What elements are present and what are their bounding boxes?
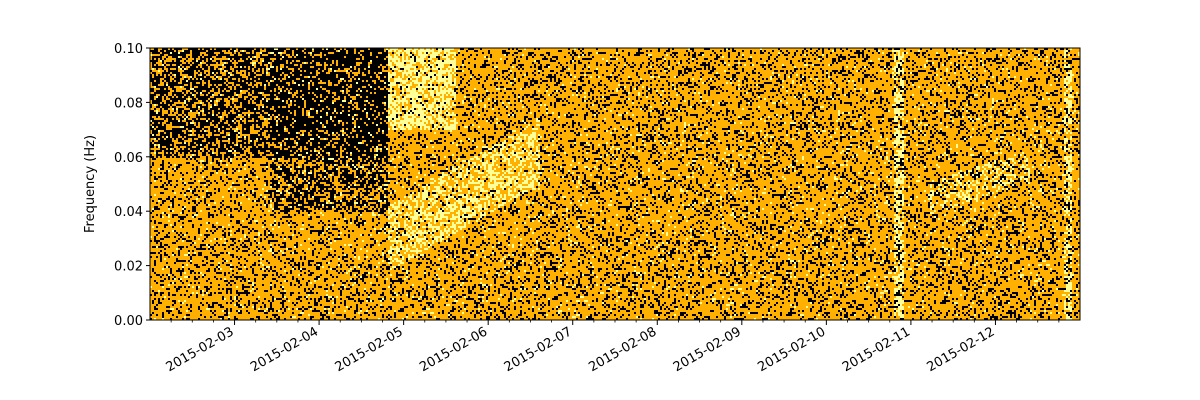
y-tick-label: 0.06: [114, 151, 143, 166]
y-tick-label: 0.08: [114, 96, 143, 111]
heatmap-cells: [150, 48, 1080, 320]
plot-area: [149, 47, 1081, 321]
y-tick-label: 0.02: [114, 260, 143, 275]
y-tick-label: 0.04: [114, 205, 143, 220]
y-tick-label: 0.00: [114, 314, 143, 329]
y-axis: 0.00 0.02 0.04 0.06 0.08 0.10: [114, 42, 150, 329]
heatmap-high-cells: [150, 48, 1080, 320]
y-tick-label: 0.10: [114, 42, 143, 57]
y-axis-label: Frequency (Hz): [83, 135, 98, 233]
